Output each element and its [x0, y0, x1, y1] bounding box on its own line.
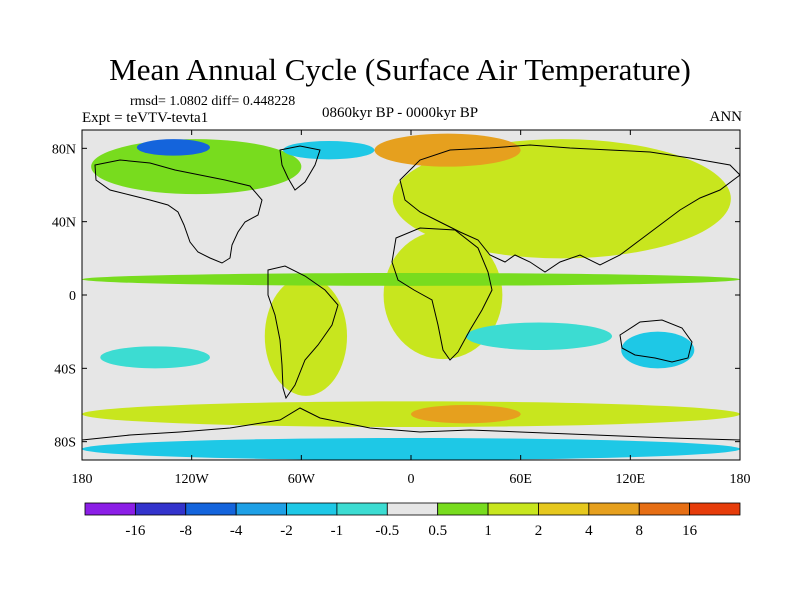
colorbar-swatch — [386, 502, 439, 516]
colorbar-label: -4 — [230, 523, 243, 539]
anomaly-region-north-america-arctic — [91, 139, 302, 195]
anomaly-region-africa — [383, 230, 503, 360]
season-label: ANN — [709, 109, 743, 125]
colorbar-swatch — [185, 502, 237, 516]
anomaly-region-antarctica-cool — [82, 438, 740, 460]
coastline-antarctica — [82, 407, 740, 441]
colorbar-label: 4 — [585, 523, 593, 539]
colorbar-label: 8 — [635, 523, 643, 539]
anomaly-regions — [82, 133, 740, 460]
anomaly-region-eurasia-band — [392, 139, 731, 259]
colorbar-swatch — [235, 502, 287, 516]
colorbar-label: -16 — [125, 523, 145, 539]
colorbar-swatch — [588, 502, 640, 516]
colorbar-swatch — [286, 502, 338, 516]
anomaly-region-siberia-warm — [374, 133, 521, 167]
lat-tick-label: 80N — [52, 142, 76, 157]
colorbar-swatch — [336, 502, 388, 516]
anomaly-region-antarctic-warm-patch — [411, 405, 521, 424]
lon-tick-label: 180 — [730, 472, 751, 487]
anomaly-region-arctic-cool-greenland — [283, 141, 375, 160]
colorbar-swatch — [638, 502, 691, 516]
colorbar: -16 -8 -4 -2 -1 -0.5 0.5 1 2 4 8 16 — [84, 502, 741, 539]
lon-tick-label: 180 — [72, 472, 93, 487]
coastline-eurasia — [399, 144, 740, 273]
anomaly-region-antarctic-coast-warm — [82, 401, 740, 427]
colorbar-label: -8 — [180, 523, 193, 539]
anomaly-region-tropical-band-north — [82, 273, 740, 286]
colorbar-label: -1 — [331, 523, 344, 539]
experiment-label: Expt = teVTV-tevta1 — [82, 110, 209, 126]
lat-tick-label: 40S — [54, 362, 76, 377]
figure-title: Mean Annual Cycle (Surface Air Temperatu… — [109, 52, 691, 87]
coastline-south-america — [267, 265, 339, 400]
coastlines — [82, 144, 740, 441]
lon-tick-label: 60E — [509, 472, 532, 487]
colorbar-label: -2 — [280, 523, 293, 539]
colorbar-swatch — [84, 502, 136, 516]
lon-tick-label: 60W — [288, 472, 316, 487]
coastline-north-america — [94, 159, 263, 264]
lon-tick-label: 0 — [408, 472, 415, 487]
colorbar-label: 2 — [535, 523, 543, 539]
colorbar-label: -0.5 — [375, 523, 399, 539]
colorbar-swatch — [538, 502, 590, 516]
coastline-australia — [619, 319, 693, 363]
colorbar-swatch — [134, 502, 187, 516]
axis-ticks: 80N 40N 0 40S 80S 180 120W 60W 0 60E 120E 180 — [52, 130, 751, 487]
colorbar-label: 0.5 — [428, 523, 447, 539]
colorbar-label: 16 — [682, 523, 698, 539]
colorbar-swatch — [487, 502, 539, 516]
anomaly-region-australia-cool — [621, 331, 695, 369]
lat-tick-label: 40N — [52, 216, 76, 231]
lon-tick-label: 120W — [175, 472, 210, 487]
period-label: 0860kyr BP - 0000kyr BP — [321, 105, 479, 121]
anomaly-region-southern-ocean-cool — [100, 346, 210, 369]
statistics-line: rmsd= 1.0802 diff= 0.448228 — [130, 94, 296, 109]
colorbar-swatch — [689, 502, 741, 516]
colorbar-label: 1 — [484, 523, 492, 539]
lon-tick-label: 120E — [616, 472, 646, 487]
anomaly-region-indian-ocean-cool — [465, 322, 613, 350]
lat-tick-label: 80S — [54, 436, 76, 451]
anomaly-region-south-america — [264, 276, 348, 396]
anomaly-region-arctic-cool-west — [136, 139, 210, 156]
coastline-greenland — [279, 145, 321, 191]
lat-tick-label: 0 — [69, 289, 76, 304]
colorbar-swatch — [437, 502, 489, 516]
coastline-africa — [391, 227, 493, 361]
